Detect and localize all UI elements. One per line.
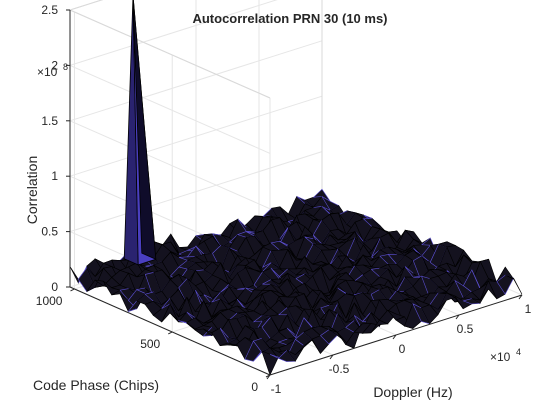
z-tick-label: 0.5 [41,225,58,239]
z-axis-label: Correlation [24,156,40,224]
grid-line [69,64,271,154]
x-exponent-base: ×10 [490,350,511,364]
x-tick-label: -0.5 [329,362,350,376]
z-tick-label: 0 [51,280,58,294]
chart-title: Autocorrelation PRN 30 (10 ms) [192,11,387,26]
y-tick-mark [70,288,75,292]
x-tick-mark [329,354,334,360]
y-tick-mark [168,331,173,335]
y-tick-label: 500 [140,337,160,351]
surface-cell [505,274,523,295]
z-exponent-power: 8 [63,62,68,72]
x-tick-mark [518,294,523,300]
grid-line [69,40,323,122]
x-exponent-power: 4 [516,347,521,357]
z-exponent-base: ×10 [37,65,58,79]
x-tick-label: -1 [271,382,282,396]
x-tick-mark [455,314,460,320]
x-exponent-label: ×10 4 [490,347,521,364]
x-tick-label: 0.5 [457,322,474,336]
grid-line [69,0,278,66]
x-tick-mark [392,334,397,340]
z-tick-label: 1.5 [41,114,58,128]
x-tick-label: 1 [525,302,532,316]
surface-plot [69,0,523,376]
y-tick-label: 1000 [36,294,63,308]
grid-line [69,95,323,177]
box-edge [69,9,271,99]
z-tick-label: 1 [51,169,58,183]
y-tick-mark [265,374,271,378]
peak-face [132,0,157,260]
y-axis-label: Code Phase (Chips) [33,377,159,393]
z-tick-label: 2.5 [41,3,58,17]
x-axis-label: Doppler (Hz) [373,384,452,400]
grid-line [69,120,271,210]
z-exponent-label: ×10 8 [37,62,68,79]
axis-line [69,286,271,376]
x-tick-label: 0 [399,342,406,356]
z-tick-label: 2 [51,58,58,72]
y-tick-label: 0 [251,380,258,394]
grid-line [69,151,323,233]
